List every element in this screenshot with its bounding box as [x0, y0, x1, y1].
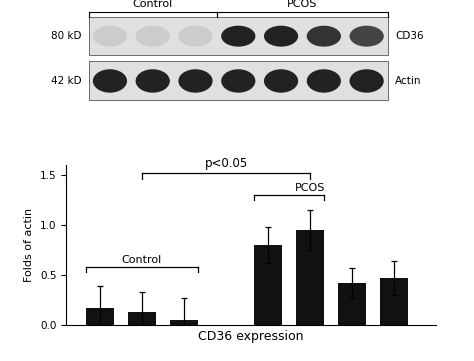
Ellipse shape: [264, 69, 298, 93]
Bar: [128, 312, 155, 325]
Ellipse shape: [136, 69, 170, 93]
Ellipse shape: [136, 26, 170, 47]
Ellipse shape: [178, 69, 213, 93]
Text: PCOS: PCOS: [287, 0, 318, 9]
Bar: [338, 283, 366, 325]
Ellipse shape: [264, 26, 298, 47]
Ellipse shape: [307, 26, 341, 47]
Ellipse shape: [307, 69, 341, 93]
Text: PCOS: PCOS: [295, 183, 325, 193]
Bar: [296, 230, 324, 325]
Ellipse shape: [178, 26, 213, 47]
Ellipse shape: [349, 26, 384, 47]
Ellipse shape: [221, 69, 255, 93]
Bar: [381, 278, 408, 325]
Ellipse shape: [93, 26, 127, 47]
Ellipse shape: [221, 26, 255, 47]
Text: Control: Control: [122, 255, 162, 265]
Text: CD36: CD36: [395, 31, 424, 41]
Y-axis label: Folds of actin: Folds of actin: [25, 208, 35, 282]
Bar: [86, 308, 114, 325]
Text: 80 kD: 80 kD: [51, 31, 81, 41]
Bar: [255, 245, 282, 325]
Text: 42 kD: 42 kD: [51, 76, 81, 86]
X-axis label: CD36 expression: CD36 expression: [199, 330, 304, 343]
Text: p<0.05: p<0.05: [204, 157, 247, 170]
Ellipse shape: [93, 69, 127, 93]
Ellipse shape: [349, 69, 384, 93]
Text: Actin: Actin: [395, 76, 422, 86]
Bar: [170, 320, 198, 325]
Text: Control: Control: [133, 0, 173, 9]
